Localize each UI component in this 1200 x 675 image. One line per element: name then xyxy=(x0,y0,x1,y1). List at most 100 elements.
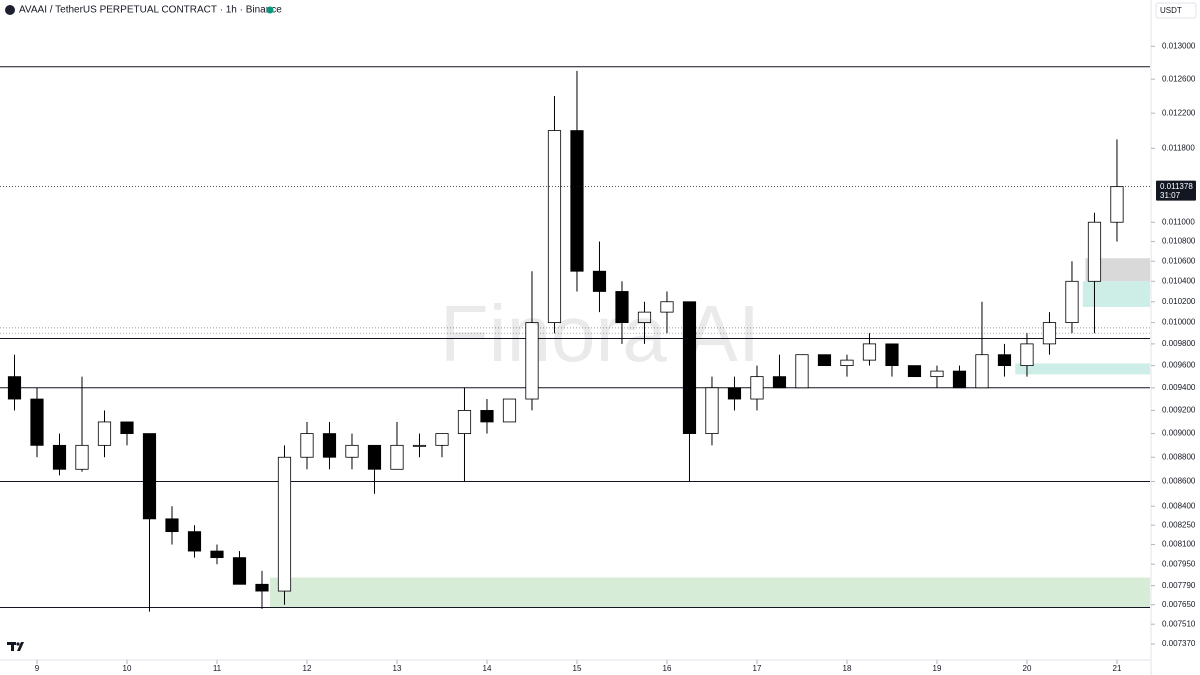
candle-body xyxy=(300,433,314,458)
candle-body xyxy=(570,130,584,272)
candle-body xyxy=(817,354,832,367)
candle-body xyxy=(7,376,22,400)
candle-body xyxy=(997,354,1012,367)
x-tick-label: 20 xyxy=(1023,664,1032,673)
x-tick-label: 17 xyxy=(753,664,762,673)
zone xyxy=(1082,281,1150,307)
candle-body xyxy=(615,291,629,324)
plot xyxy=(0,66,1150,612)
candle-body xyxy=(727,387,742,400)
x-tick-label: 18 xyxy=(843,664,852,673)
candle-body xyxy=(660,301,674,313)
candle-body xyxy=(435,433,449,446)
y-tick-label: 0.011000 xyxy=(1162,217,1195,226)
zone xyxy=(270,577,1150,608)
y-tick-label: 0.010600 xyxy=(1162,256,1196,265)
y-tick-label: 0.007650 xyxy=(1162,600,1196,609)
candle-body xyxy=(502,398,517,423)
x-tick-label: 10 xyxy=(123,664,132,673)
candle-body xyxy=(480,410,494,423)
status-dot xyxy=(266,6,274,14)
candle-body xyxy=(682,301,697,434)
y-tick-label: 0.012600 xyxy=(1162,74,1196,83)
candle-body xyxy=(975,354,989,389)
x-tick-label: 11 xyxy=(213,664,222,673)
x-tick-label: 9 xyxy=(35,664,40,673)
watermark: Finora AI xyxy=(440,289,760,378)
logo xyxy=(7,642,24,651)
candle-body xyxy=(772,376,787,389)
candle-body xyxy=(1020,343,1034,367)
candle-body xyxy=(75,444,89,470)
candle-body xyxy=(345,444,359,458)
candle-body xyxy=(1065,280,1079,324)
candle-body xyxy=(637,311,652,324)
candle-body xyxy=(592,270,607,292)
y-tick-label: 0.007950 xyxy=(1162,559,1196,568)
y-tick-label: 0.009600 xyxy=(1162,361,1196,370)
candle-body xyxy=(120,421,134,434)
candle-body xyxy=(930,370,944,378)
y-tick-label: 0.010000 xyxy=(1162,318,1196,327)
symbol-icon xyxy=(5,5,15,15)
candle-body xyxy=(862,343,877,361)
candle-body xyxy=(547,130,562,324)
y-tick-label: 0.008800 xyxy=(1162,452,1196,461)
y-tick-label: 0.009800 xyxy=(1162,339,1196,348)
candle-body xyxy=(232,557,247,585)
candle-body xyxy=(390,444,404,470)
candle-body xyxy=(142,433,157,520)
y-tick-label: 0.011800 xyxy=(1162,143,1195,152)
candle-body xyxy=(457,410,472,434)
y-tick-label: 0.010200 xyxy=(1162,297,1196,306)
currency: USDT xyxy=(1160,6,1182,15)
candle-body xyxy=(1087,221,1102,282)
zone xyxy=(1015,363,1150,375)
logo-part xyxy=(17,642,24,651)
candle-body xyxy=(187,531,202,552)
x-tick-label: 19 xyxy=(933,664,942,673)
candle-body xyxy=(795,354,809,389)
y-tick-label: 0.008600 xyxy=(1162,477,1196,486)
candle-body xyxy=(210,550,224,559)
candle-body xyxy=(97,421,112,446)
logo-part xyxy=(16,642,20,646)
zone xyxy=(1085,258,1150,282)
y-tick-label: 0.010800 xyxy=(1162,237,1196,246)
y-tick-label: 0.007790 xyxy=(1162,581,1196,590)
x-tick-label: 14 xyxy=(483,664,492,673)
candle-body xyxy=(885,343,899,367)
candle-body xyxy=(705,387,719,434)
y-tick-label: 0.007370 xyxy=(1162,639,1196,648)
candle-body xyxy=(165,518,179,533)
candle-body xyxy=(255,583,269,592)
x-tick-label: 13 xyxy=(393,664,402,673)
y-tick-label: 0.007510 xyxy=(1162,619,1196,628)
y-tick-label: 0.010400 xyxy=(1162,276,1196,285)
y-tick-label: 0.008400 xyxy=(1162,501,1196,510)
candle-body xyxy=(322,433,337,458)
price-tag xyxy=(1156,180,1196,201)
candle-body xyxy=(30,398,44,446)
candle-body xyxy=(1042,322,1057,345)
y-tick-label: 0.012200 xyxy=(1162,108,1196,117)
logo-part xyxy=(11,642,14,651)
x-tick-label: 16 xyxy=(663,664,672,673)
price-tag-label: 0.011378 xyxy=(1160,182,1193,191)
candle-body xyxy=(1110,186,1124,223)
candle-body xyxy=(840,359,854,367)
y-tick-label: 0.013000 xyxy=(1162,41,1196,50)
candle-body xyxy=(277,456,292,592)
countdown: 31:07 xyxy=(1160,191,1181,200)
y-tick-label: 0.009200 xyxy=(1162,406,1196,415)
x-tick-label: 21 xyxy=(1113,664,1122,673)
currency-box[interactable] xyxy=(1155,2,1197,19)
candle-body xyxy=(412,444,427,447)
candle-body xyxy=(367,444,382,470)
chart-title: AVAAI / TetherUS PERPETUAL CONTRACT · 1h… xyxy=(19,5,282,16)
y-tick-label: 0.009000 xyxy=(1162,429,1196,438)
y-tick-label: 0.009400 xyxy=(1162,383,1196,392)
candle-body xyxy=(52,444,67,470)
